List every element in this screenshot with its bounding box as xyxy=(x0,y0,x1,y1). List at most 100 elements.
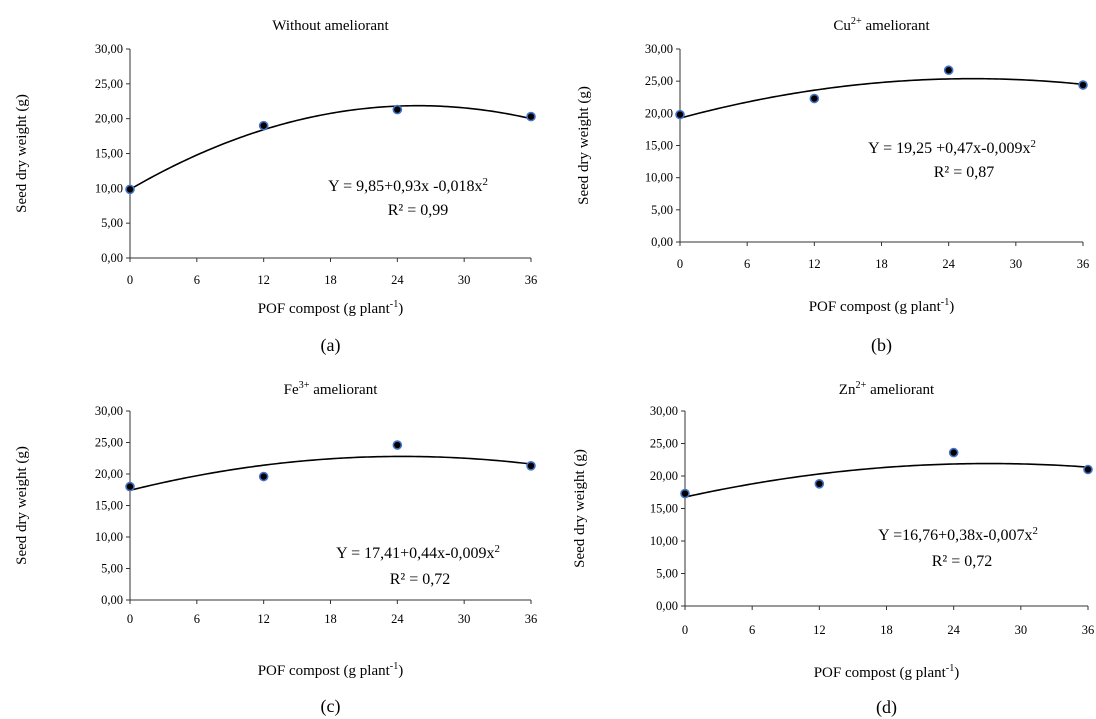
x-axis-label: POF compost (g plant-1) xyxy=(814,663,960,681)
data-point xyxy=(948,447,959,458)
chart-title-sup: 2+ xyxy=(855,380,866,391)
chart-panel-b: 0,00 5,00 10,00 15,00 20,00 25,00 30,00 0 6 12 18 2… xyxy=(576,16,1089,356)
regression-equation-base: Y = 19,25 +0,47x-0,009x xyxy=(868,140,1030,157)
regression-equation-base: Y = 17,41+0,44x-0,009x xyxy=(336,545,494,562)
data-point xyxy=(809,93,820,104)
y-tick-label: 5,00 xyxy=(101,216,123,230)
x-axis-label-base: POF compost (g plant xyxy=(258,301,391,317)
regression-equation: Y =16,76+0,38x-0,007x2 xyxy=(878,525,1038,544)
chart-title-sup: 2+ xyxy=(851,16,862,27)
y-tick-label: 25,00 xyxy=(95,77,123,91)
panel-label: (a) xyxy=(321,335,341,356)
x-axis-label-base: POF compost (g plant xyxy=(809,299,942,315)
chart-title-rest: ameliorant xyxy=(866,382,935,398)
y-tick-label: 20,00 xyxy=(650,469,678,483)
x-axis-label: POF compost (g plant-1) xyxy=(809,297,955,315)
trendline-curve xyxy=(129,455,532,492)
data-point xyxy=(125,481,135,492)
y-axis-label: Seed dry weight (g) xyxy=(576,86,592,205)
regression-equation: Y = 17,41+0,44x-0,009x2 xyxy=(336,543,500,562)
data-point xyxy=(526,111,536,122)
regression-equation-base: Y = 9,85+0,93x -0,018x xyxy=(328,178,482,195)
r-squared-label: R² = 0,99 xyxy=(388,202,449,219)
y-tick-label: 5,00 xyxy=(101,562,123,576)
chart-title-base: Cu xyxy=(833,18,851,34)
regression-equation-base: Y =16,76+0,38x-0,007x xyxy=(878,527,1032,544)
y-tick-label: 25,00 xyxy=(95,436,123,450)
chart-title-base: Without ameliorant xyxy=(272,18,389,34)
y-tick-label: 5,00 xyxy=(656,567,678,581)
x-tick-label: 6 xyxy=(744,257,750,271)
y-tick-label: 15,00 xyxy=(650,502,678,516)
y-tick-label: 30,00 xyxy=(95,42,123,56)
data-point xyxy=(814,478,825,489)
chart-panel-c: 0,00 5,00 10,00 15,00 20,00 25,00 30,00 0 6 12 18 2… xyxy=(14,380,537,717)
x-tick-label: 6 xyxy=(194,612,200,626)
y-tick-label: 25,00 xyxy=(645,74,673,88)
trendline-curve xyxy=(684,462,1089,498)
x-tick-label: 18 xyxy=(880,623,893,637)
data-point xyxy=(392,104,403,115)
data-point xyxy=(526,461,536,471)
x-axis-label-rest: ) xyxy=(954,665,959,681)
y-tick-label: 15,00 xyxy=(645,139,673,153)
x-axis-label-rest: ) xyxy=(398,663,403,679)
x-tick-label: 24 xyxy=(947,623,960,637)
data-point xyxy=(680,488,690,499)
regression-equation-sup: 2 xyxy=(1030,138,1035,150)
chart-title: Fe3+ ameliorant xyxy=(284,380,379,398)
chart-title-base: Fe xyxy=(284,382,299,398)
x-tick-label: 24 xyxy=(391,273,404,287)
x-tick-label: 30 xyxy=(458,612,471,626)
panel-label: (c) xyxy=(321,696,341,717)
chart-title: Cu2+ ameliorant xyxy=(833,16,930,34)
x-tick-label: 30 xyxy=(458,273,471,287)
x-axis-label: POF compost (g plant-1) xyxy=(258,299,404,317)
x-tick-label: 12 xyxy=(808,257,821,271)
r-squared-label: R² = 0,72 xyxy=(390,571,451,588)
y-tick-label: 15,00 xyxy=(95,147,123,161)
panel-label: (b) xyxy=(871,335,892,356)
x-tick-label: 24 xyxy=(391,612,404,626)
y-axis-label: Seed dry weight (g) xyxy=(14,94,30,213)
chart-panel-d: 0,00 5,00 10,00 15,00 20,00 25,00 30,00 0 6 12 18 2… xyxy=(572,380,1094,718)
r-squared-label: R² = 0,87 xyxy=(934,164,995,181)
y-tick-label: 30,00 xyxy=(95,404,123,418)
chart-title-base: Zn xyxy=(839,382,856,398)
x-tick-label: 12 xyxy=(257,612,270,626)
x-tick-label: 30 xyxy=(1015,623,1028,637)
chart-title-rest: ameliorant xyxy=(309,382,378,398)
y-tick-label: 10,00 xyxy=(650,534,678,548)
x-tick-label: 18 xyxy=(324,612,337,626)
data-point xyxy=(258,120,269,131)
trendline-curve xyxy=(679,77,1084,119)
x-tick-label: 36 xyxy=(525,612,538,626)
y-tick-label: 10,00 xyxy=(95,530,123,544)
x-tick-label: 36 xyxy=(525,273,538,287)
y-tick-label: 0,00 xyxy=(656,599,678,613)
data-point xyxy=(258,471,269,482)
x-tick-label: 36 xyxy=(1082,623,1095,637)
x-axis-label-sup: -1 xyxy=(941,297,950,308)
x-tick-label: 0 xyxy=(127,273,133,287)
y-tick-label: 0,00 xyxy=(101,593,123,607)
x-tick-label: 12 xyxy=(813,623,826,637)
x-tick-label: 30 xyxy=(1010,257,1023,271)
chart-title: Without ameliorant xyxy=(272,18,389,34)
regression-equation-sup: 2 xyxy=(482,176,487,188)
y-tick-label: 30,00 xyxy=(645,42,673,56)
y-tick-label: 0,00 xyxy=(651,235,673,249)
x-tick-label: 36 xyxy=(1077,257,1090,271)
x-tick-label: 6 xyxy=(194,273,200,287)
y-tick-label: 20,00 xyxy=(95,467,123,481)
x-axis-label-base: POF compost (g plant xyxy=(258,663,391,679)
y-tick-label: 25,00 xyxy=(650,437,678,451)
regression-equation-sup: 2 xyxy=(1032,525,1037,537)
x-tick-label: 0 xyxy=(677,257,683,271)
data-point xyxy=(392,440,403,450)
x-tick-label: 24 xyxy=(942,257,955,271)
regression-equation: Y = 19,25 +0,47x-0,009x2 xyxy=(868,138,1036,157)
y-tick-label: 15,00 xyxy=(95,499,123,513)
y-axis-label: Seed dry weight (g) xyxy=(572,449,588,568)
